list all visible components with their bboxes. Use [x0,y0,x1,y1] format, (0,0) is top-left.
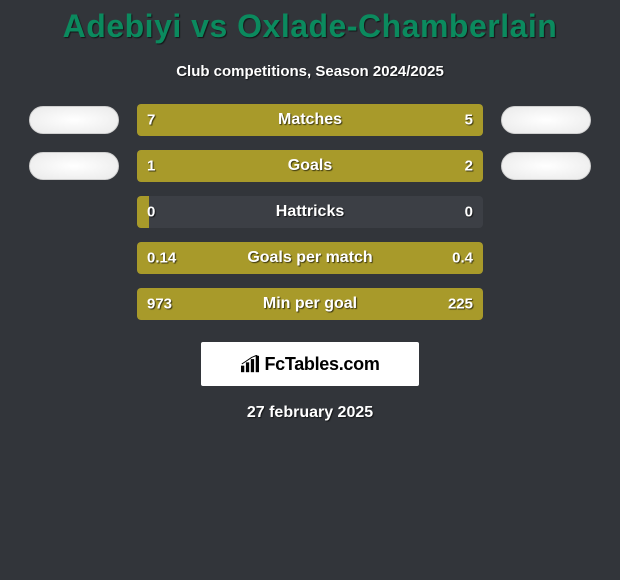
stat-row: Hattricks 0 0 [0,196,620,228]
bar-right-fill [339,104,483,136]
stat-value-right: 0.4 [452,250,473,267]
player-badge-right [501,106,591,134]
stat-label: Hattricks [276,203,344,221]
comparison-container: Adebiyi vs Oxlade-Chamberlain Club compe… [0,0,620,422]
stat-row: Min per goal 973 225 [0,288,620,320]
stat-row: Matches 7 5 [0,104,620,136]
stat-bar: Matches 7 5 [137,104,483,136]
stat-value-right: 0 [465,204,473,221]
player-badge-left [29,106,119,134]
badge-spacer [501,290,591,318]
stat-value-left: 7 [147,112,155,129]
stat-bar: Min per goal 973 225 [137,288,483,320]
stat-label: Goals [288,157,332,175]
stat-bar: Goals 1 2 [137,150,483,182]
chart-icon [240,355,260,373]
stat-bar: Goals per match 0.14 0.4 [137,242,483,274]
stat-label: Min per goal [263,295,357,313]
stat-value-right: 2 [465,158,473,175]
player-badge-left [29,152,119,180]
stat-label: Goals per match [247,249,372,267]
badge-spacer [29,290,119,318]
stat-bar: Hattricks 0 0 [137,196,483,228]
brand-text: FcTables.com [264,354,379,375]
page-title: Adebiyi vs Oxlade-Chamberlain [0,8,620,45]
badge-spacer [501,198,591,226]
stat-label: Matches [278,111,342,129]
stat-row: Goals per match 0.14 0.4 [0,242,620,274]
stat-value-right: 5 [465,112,473,129]
stat-value-left: 0 [147,204,155,221]
player-badge-right [501,152,591,180]
stat-value-right: 225 [448,296,473,313]
stats-list: Matches 7 5 Goals 1 2 Hattricks 0 0 Goals per mat… [0,104,620,320]
stat-value-left: 0.14 [147,250,176,267]
badge-spacer [29,198,119,226]
stat-row: Goals 1 2 [0,150,620,182]
brand-badge: FcTables.com [201,342,419,386]
badge-spacer [501,244,591,272]
stat-value-left: 973 [147,296,172,313]
stat-value-left: 1 [147,158,155,175]
badge-spacer [29,244,119,272]
page-subtitle: Club competitions, Season 2024/2025 [0,63,620,80]
footer-date: 27 february 2025 [0,404,620,422]
